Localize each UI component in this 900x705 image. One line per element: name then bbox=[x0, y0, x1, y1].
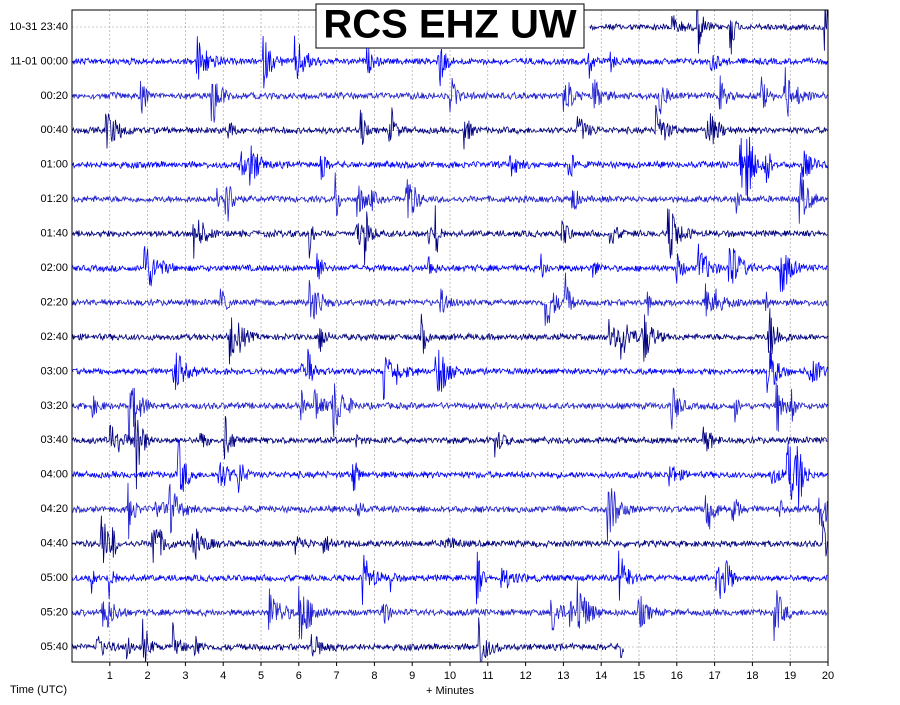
trace bbox=[72, 272, 828, 326]
trace bbox=[72, 105, 828, 150]
x-tick-label: 18 bbox=[746, 670, 758, 682]
trace bbox=[72, 172, 828, 224]
trace bbox=[72, 416, 828, 490]
trace bbox=[72, 482, 828, 542]
chart-title: RCS EHZ UW bbox=[323, 3, 577, 47]
trace bbox=[72, 439, 828, 509]
row-label: 00:20 bbox=[40, 90, 68, 102]
x-tick-label: 1 bbox=[107, 670, 113, 682]
row-label: 05:00 bbox=[40, 572, 68, 584]
title-box bbox=[315, 3, 585, 49]
row-label: 01:00 bbox=[40, 159, 68, 171]
row-label: 11-01 00:00 bbox=[10, 55, 68, 67]
x-tick-label: 14 bbox=[595, 670, 607, 682]
x-tick-label: 11 bbox=[482, 670, 493, 682]
traces bbox=[72, 10, 828, 662]
x-tick-label: 19 bbox=[784, 670, 796, 682]
x-tick-label: 8 bbox=[371, 670, 377, 682]
x-tick-label: 9 bbox=[409, 670, 415, 682]
row-label: 02:20 bbox=[40, 296, 68, 308]
x-tick-label: 2 bbox=[145, 670, 151, 682]
row-label: 05:40 bbox=[40, 641, 68, 653]
trace bbox=[72, 348, 828, 400]
x-tick-label: 20 bbox=[822, 670, 834, 682]
x-tick-label: 10 bbox=[444, 670, 456, 682]
x-tick-label: 13 bbox=[557, 670, 569, 682]
trace bbox=[72, 205, 828, 266]
row-label: 03:40 bbox=[40, 434, 68, 446]
row-label: 04:00 bbox=[40, 469, 68, 481]
x-tick-label: 15 bbox=[633, 670, 645, 682]
row-label: 03:20 bbox=[40, 400, 68, 412]
trace bbox=[72, 580, 828, 642]
y-axis-label: Time (UTC) bbox=[10, 684, 67, 696]
trace bbox=[72, 617, 624, 662]
row-label: 04:40 bbox=[40, 538, 68, 550]
trace bbox=[72, 35, 828, 89]
trace bbox=[72, 515, 828, 564]
trace bbox=[72, 136, 828, 201]
trace bbox=[72, 308, 828, 365]
x-tick-label: 12 bbox=[519, 670, 531, 682]
trace bbox=[72, 67, 828, 123]
x-tick-label: 4 bbox=[220, 670, 226, 682]
row-label: 01:20 bbox=[40, 193, 68, 205]
x-tick-label: 3 bbox=[182, 670, 188, 682]
x-tick-label: 7 bbox=[334, 670, 340, 682]
row-label: 10-31 23:40 bbox=[9, 21, 68, 33]
trace bbox=[589, 10, 828, 55]
row-label: 02:00 bbox=[40, 262, 68, 274]
row-label: 02:40 bbox=[40, 331, 68, 343]
row-label: 03:00 bbox=[40, 365, 68, 377]
x-tick-label: 16 bbox=[671, 670, 683, 682]
trace bbox=[72, 382, 828, 442]
x-axis-label: + Minutes bbox=[426, 685, 474, 697]
row-label: 05:20 bbox=[40, 606, 68, 618]
x-tick-label: 6 bbox=[296, 670, 302, 682]
x-tick-label: 5 bbox=[258, 670, 264, 682]
row-label: 01:40 bbox=[40, 228, 68, 240]
row-label: 04:20 bbox=[40, 503, 68, 515]
trace bbox=[72, 243, 828, 292]
row-label: 00:40 bbox=[40, 124, 68, 136]
trace bbox=[72, 550, 828, 605]
x-tick-label: 17 bbox=[708, 670, 720, 682]
